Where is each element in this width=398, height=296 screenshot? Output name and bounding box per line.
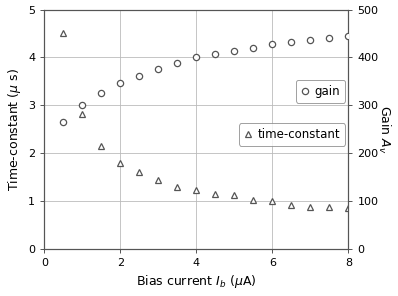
Legend: time-constant: time-constant bbox=[239, 123, 345, 146]
Y-axis label: Time-constant ($\mu$ s): Time-constant ($\mu$ s) bbox=[6, 68, 23, 191]
Y-axis label: Gain $A_v$: Gain $A_v$ bbox=[377, 105, 392, 154]
X-axis label: Bias current $I_b$ ($\mu$A): Bias current $I_b$ ($\mu$A) bbox=[136, 274, 257, 290]
